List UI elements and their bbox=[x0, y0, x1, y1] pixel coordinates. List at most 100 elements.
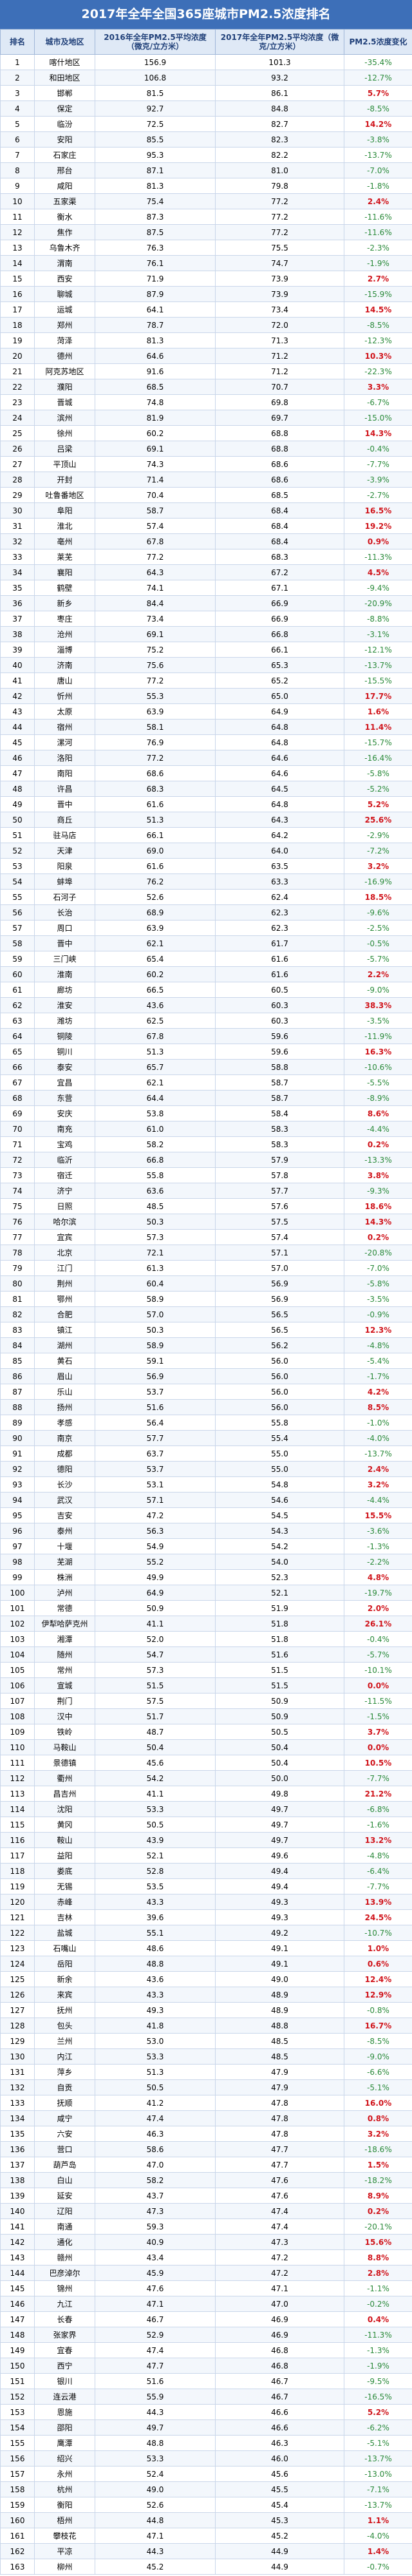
city: 株洲 bbox=[34, 1569, 95, 1585]
pm25-2016: 47.1 bbox=[95, 2296, 216, 2312]
rank: 5 bbox=[0, 116, 35, 132]
table-row: 17 运城 64.1 73.4 14.5% bbox=[0, 301, 412, 318]
pm25-change: -1.7% bbox=[344, 1368, 412, 1384]
table-row: 116 鞍山 43.9 49.7 13.2% bbox=[0, 1832, 412, 1848]
pm25-change: -8.5% bbox=[344, 317, 412, 333]
pm25-2017: 73.9 bbox=[215, 286, 344, 302]
city: 鹤壁 bbox=[34, 580, 95, 596]
pm25-2017: 69.8 bbox=[215, 394, 344, 410]
rank: 72 bbox=[0, 1152, 35, 1168]
pm25-2017: 72.0 bbox=[215, 317, 344, 333]
rank: 145 bbox=[0, 2280, 35, 2296]
table-row: 99 株洲 49.9 52.3 4.8% bbox=[0, 1569, 412, 1585]
pm25-change: -10.1% bbox=[344, 1662, 412, 1678]
pm25-2016: 43.4 bbox=[95, 2249, 216, 2266]
pm25-2017: 46.0 bbox=[215, 2450, 344, 2466]
city: 绍兴 bbox=[34, 2450, 95, 2466]
rank: 54 bbox=[0, 873, 35, 890]
city: 邯郸 bbox=[34, 85, 95, 101]
rank: 88 bbox=[0, 1399, 35, 1415]
table-row: 115 黄冈 50.5 49.7 -1.6% bbox=[0, 1817, 412, 1833]
pm25-2016: 47.7 bbox=[95, 2358, 216, 2374]
pm25-change: 16.5% bbox=[344, 502, 412, 519]
rank: 55 bbox=[0, 889, 35, 905]
table-row: 5 临汾 72.5 82.7 14.2% bbox=[0, 116, 412, 132]
pm25-2016: 63.9 bbox=[95, 703, 216, 720]
rank: 155 bbox=[0, 2435, 35, 2451]
rank: 37 bbox=[0, 611, 35, 627]
rank: 10 bbox=[0, 193, 35, 209]
table-row: 154 邵阳 49.7 46.6 -6.2% bbox=[0, 2419, 412, 2436]
city: 聊城 bbox=[34, 286, 95, 302]
pm25-2017: 57.4 bbox=[215, 1229, 344, 1245]
city: 攀枝花 bbox=[34, 2528, 95, 2544]
pm25-2017: 46.7 bbox=[215, 2389, 344, 2405]
pm25-change: -9.6% bbox=[344, 904, 412, 921]
pm25-2017: 55.4 bbox=[215, 1430, 344, 1446]
pm25-2017: 48.5 bbox=[215, 2033, 344, 2049]
pm25-2017: 59.6 bbox=[215, 1028, 344, 1044]
pm25-change: -4.8% bbox=[344, 1337, 412, 1353]
pm25-2017: 47.2 bbox=[215, 2249, 344, 2266]
pm25-change: 0.8% bbox=[344, 2110, 412, 2126]
pm25-2017: 54.6 bbox=[215, 1492, 344, 1508]
city: 武汉 bbox=[34, 1492, 95, 1508]
pm25-2017: 57.6 bbox=[215, 1198, 344, 1214]
pm25-2016: 76.1 bbox=[95, 255, 216, 271]
city: 潍坊 bbox=[34, 1013, 95, 1029]
rank: 80 bbox=[0, 1275, 35, 1292]
pm25-change: -1.8% bbox=[344, 178, 412, 194]
pm25-change: -11.5% bbox=[344, 1693, 412, 1709]
table-row: 35 鹤壁 74.1 67.1 -9.4% bbox=[0, 580, 412, 596]
pm25-2016: 49.7 bbox=[95, 2419, 216, 2436]
pm25-change: -20.1% bbox=[344, 2218, 412, 2235]
pm25-2017: 49.1 bbox=[215, 1956, 344, 1972]
table-row: 25 徐州 60.2 68.8 14.3% bbox=[0, 425, 412, 441]
table-row: 58 晋中 62.1 61.7 -0.5% bbox=[0, 935, 412, 951]
rank: 118 bbox=[0, 1863, 35, 1879]
rank: 106 bbox=[0, 1677, 35, 1693]
table-row: 107 荆门 57.5 50.9 -11.5% bbox=[0, 1693, 412, 1709]
rank: 120 bbox=[0, 1894, 35, 1910]
city: 商丘 bbox=[34, 812, 95, 828]
table-row: 129 兰州 53.0 48.5 -8.5% bbox=[0, 2033, 412, 2049]
pm25-2017: 75.5 bbox=[215, 240, 344, 256]
pm25-2016: 60.2 bbox=[95, 425, 216, 441]
city: 邵阳 bbox=[34, 2419, 95, 2436]
pm25-2016: 48.8 bbox=[95, 2435, 216, 2451]
rank: 39 bbox=[0, 642, 35, 658]
pm25-change: 16.3% bbox=[344, 1044, 412, 1060]
pm25-2017: 66.1 bbox=[215, 642, 344, 658]
rank: 128 bbox=[0, 2018, 35, 2034]
city: 邢台 bbox=[34, 162, 95, 178]
pm25-change: 0.2% bbox=[344, 1136, 412, 1152]
pm25-2016: 60.4 bbox=[95, 1275, 216, 1292]
pm25-2016: 81.9 bbox=[95, 410, 216, 426]
pm25-change: -12.1% bbox=[344, 642, 412, 658]
pm25-change: -19.7% bbox=[344, 1585, 412, 1601]
table-row: 83 镇江 50.3 56.5 12.3% bbox=[0, 1322, 412, 1338]
table-row: 10 五家渠 75.4 77.2 2.4% bbox=[0, 193, 412, 209]
table-row: 135 六安 46.3 47.8 3.2% bbox=[0, 2126, 412, 2142]
pm25-2017: 51.8 bbox=[215, 1631, 344, 1647]
table-row: 30 阜阳 58.7 68.4 16.5% bbox=[0, 502, 412, 519]
table-row: 150 西宁 47.7 46.8 -1.9% bbox=[0, 2358, 412, 2374]
column-header: PM2.5浓度变化 bbox=[344, 29, 412, 55]
city: 吉安 bbox=[34, 1507, 95, 1523]
table-row: 104 随州 54.7 51.6 -5.7% bbox=[0, 1646, 412, 1663]
rank: 102 bbox=[0, 1616, 35, 1632]
table-row: 77 宜宾 57.3 57.4 0.2% bbox=[0, 1229, 412, 1245]
city: 临汾 bbox=[34, 116, 95, 132]
city: 滨州 bbox=[34, 410, 95, 426]
table-row: 141 南通 59.3 47.4 -20.1% bbox=[0, 2218, 412, 2235]
pm25-2017: 84.8 bbox=[215, 100, 344, 117]
rank: 58 bbox=[0, 935, 35, 951]
city: 湖州 bbox=[34, 1337, 95, 1353]
pm25-2017: 51.8 bbox=[215, 1616, 344, 1632]
pm25-2016: 57.7 bbox=[95, 1430, 216, 1446]
pm25-change: 8.8% bbox=[344, 2249, 412, 2266]
pm25-2017: 74.7 bbox=[215, 255, 344, 271]
pm25-2017: 77.2 bbox=[215, 209, 344, 225]
rank: 92 bbox=[0, 1461, 35, 1477]
table-row: 112 衢州 54.2 50.0 -7.7% bbox=[0, 1770, 412, 1786]
